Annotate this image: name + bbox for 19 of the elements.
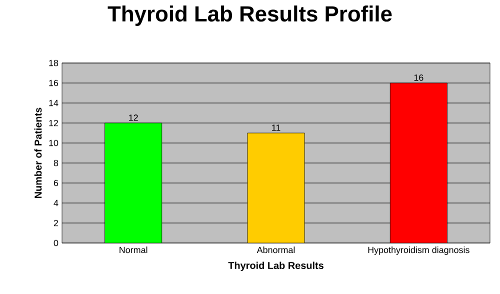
- y-axis-title: Number of Patients: [34, 108, 42, 198]
- data-label: 12: [129, 114, 138, 121]
- x-tick-label: Hypothyroidism diagnosis: [368, 246, 470, 255]
- x-axis-title: Thyroid Lab Results: [228, 262, 324, 271]
- chart-title: Thyroid Lab Results Profile: [108, 6, 392, 26]
- y-tick-label: 2: [54, 220, 58, 226]
- y-tick-label: 0: [54, 240, 58, 246]
- y-tick-label: 4: [54, 200, 58, 206]
- y-tick-label: 14: [49, 100, 58, 106]
- data-label: 11: [272, 124, 280, 131]
- y-tick-label: 16: [49, 80, 58, 86]
- y-tick-label: 12: [49, 120, 58, 126]
- y-tick-label: 18: [49, 60, 58, 66]
- y-tick-label: 6: [54, 180, 58, 186]
- y-tick-label: 10: [49, 140, 58, 146]
- x-tick-label: Abnormal: [256, 246, 295, 254]
- data-label: 16: [414, 74, 424, 81]
- y-tick-label: 8: [54, 160, 58, 166]
- x-tick-label: Normal: [120, 246, 148, 254]
